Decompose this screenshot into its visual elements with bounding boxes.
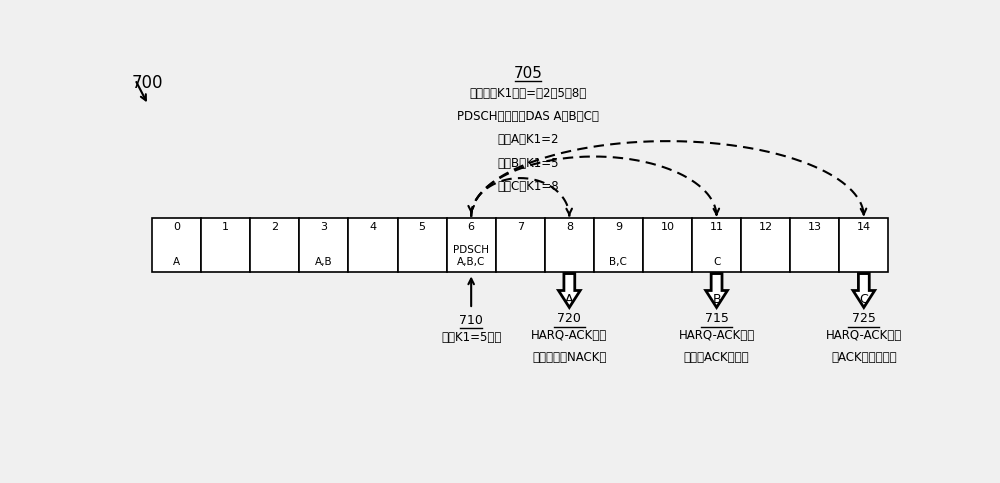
Text: 2: 2 xyxy=(271,222,278,232)
Text: 9: 9 xyxy=(615,222,622,232)
Bar xyxy=(692,218,741,272)
Text: A: A xyxy=(565,293,574,306)
Text: 1: 1 xyxy=(222,222,229,232)
Text: A: A xyxy=(173,256,180,267)
Text: 4: 4 xyxy=(369,222,377,232)
Text: 预配置的K1集合=｛2，5，8｝: 预配置的K1集合=｛2，5，8｝ xyxy=(469,87,587,100)
Text: 0: 0 xyxy=(173,222,180,232)
Text: ｛？，？，NACK｝: ｛？，？，NACK｝ xyxy=(532,351,607,364)
Bar xyxy=(496,218,545,272)
Bar xyxy=(839,218,888,272)
Text: 8: 8 xyxy=(566,222,573,232)
Text: 715: 715 xyxy=(705,312,729,325)
Text: 5: 5 xyxy=(419,222,426,232)
Text: ｛？，ACK，？｝: ｛？，ACK，？｝ xyxy=(684,351,749,364)
Text: 利用K1=5调度: 利用K1=5调度 xyxy=(441,330,501,343)
Text: HARQ-ACK信息: HARQ-ACK信息 xyxy=(678,329,755,342)
Text: HARQ-ACK信息: HARQ-ACK信息 xyxy=(531,329,607,342)
Text: B: B xyxy=(712,293,721,306)
Bar xyxy=(152,218,201,272)
Bar xyxy=(348,218,398,272)
Text: 对于C，K1=8: 对于C，K1=8 xyxy=(497,180,559,193)
Bar xyxy=(201,218,250,272)
Text: 700: 700 xyxy=(131,74,163,92)
Text: 12: 12 xyxy=(759,222,773,232)
Text: A,B: A,B xyxy=(315,256,333,267)
Bar xyxy=(299,218,348,272)
Text: PDSCH被包括在DAS A、B、C中: PDSCH被包括在DAS A、B、C中 xyxy=(457,110,599,123)
Text: B,C: B,C xyxy=(609,256,627,267)
Text: 14: 14 xyxy=(857,222,871,232)
Text: C: C xyxy=(713,256,720,267)
Bar xyxy=(250,218,299,272)
Text: 705: 705 xyxy=(514,66,542,81)
Text: HARQ-ACK信息: HARQ-ACK信息 xyxy=(826,329,902,342)
Text: ｛ACK，？，？｝: ｛ACK，？，？｝ xyxy=(831,351,897,364)
Polygon shape xyxy=(558,273,580,308)
Polygon shape xyxy=(853,273,875,308)
Text: 710: 710 xyxy=(459,313,483,327)
Bar xyxy=(545,218,594,272)
Bar xyxy=(594,218,643,272)
Bar xyxy=(790,218,839,272)
Text: PDSCH
A,B,C: PDSCH A,B,C xyxy=(453,245,489,267)
Text: 720: 720 xyxy=(557,312,581,325)
Text: 对于B，K1=5: 对于B，K1=5 xyxy=(497,156,559,170)
Text: 3: 3 xyxy=(320,222,327,232)
Text: 11: 11 xyxy=(710,222,724,232)
Text: 6: 6 xyxy=(468,222,475,232)
Text: C: C xyxy=(859,293,868,306)
Text: 725: 725 xyxy=(852,312,876,325)
Text: 10: 10 xyxy=(660,222,674,232)
Text: 对于A，K1=2: 对于A，K1=2 xyxy=(497,133,559,146)
Bar xyxy=(643,218,692,272)
Polygon shape xyxy=(706,273,727,308)
Text: 13: 13 xyxy=(808,222,822,232)
Bar xyxy=(398,218,447,272)
Text: 7: 7 xyxy=(517,222,524,232)
Bar xyxy=(741,218,790,272)
Bar xyxy=(447,218,496,272)
